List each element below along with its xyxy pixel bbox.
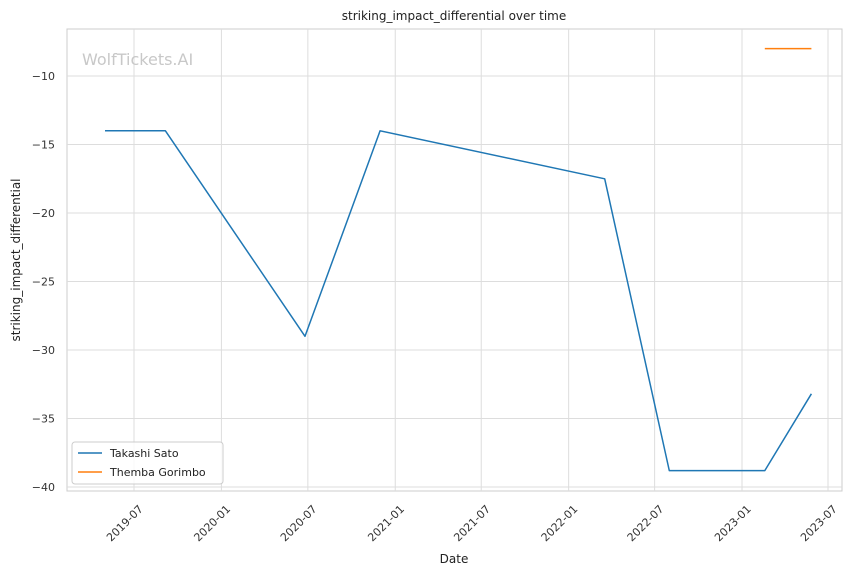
y-tick-label: −20 (32, 207, 55, 220)
y-tick-label: −40 (32, 481, 55, 494)
y-tick-labels: −10 −15 −20 −25 −30 −35 −40 (32, 70, 55, 494)
grid-lines (67, 29, 842, 491)
legend-label-themba-gorimbo: Themba Gorimbo (109, 466, 206, 479)
y-tick-label: −35 (32, 413, 55, 426)
x-tick-label: 2020-07 (278, 503, 320, 545)
plot-area (66, 28, 843, 492)
x-tick-label: 2023-01 (712, 503, 754, 545)
x-tick-labels: 2019-07 2020-01 2020-07 2021-01 2021-07 2022-… (104, 503, 840, 545)
legend: Takashi Sato Themba Gorimbo (71, 441, 224, 485)
legend-box (71, 441, 224, 485)
y-axis-title: striking_impact_differential (9, 178, 23, 341)
series-lines (105, 47, 813, 472)
y-tick-label: −15 (32, 139, 55, 152)
y-tick-label: −30 (32, 344, 55, 357)
x-tick-label: 2021-01 (365, 503, 407, 545)
watermark-text: WolfTickets.AI (82, 50, 193, 69)
x-tick-label: 2023-07 (798, 503, 840, 545)
x-tick-label: 2021-07 (451, 503, 493, 545)
x-tick-label: 2020-01 (191, 503, 233, 545)
legend-label-takashi-sato: Takashi Sato (109, 447, 179, 460)
x-axis-title: Date (440, 552, 469, 566)
y-tick-label: −25 (32, 276, 55, 289)
chart-title: striking_impact_differential over time (342, 9, 567, 23)
series-line-takashi-sato (105, 130, 813, 472)
x-tick-label: 2022-01 (539, 503, 581, 545)
x-tick-label: 2022-07 (625, 503, 667, 545)
y-tick-label: −10 (32, 70, 55, 83)
x-tick-label: 2019-07 (104, 503, 146, 545)
